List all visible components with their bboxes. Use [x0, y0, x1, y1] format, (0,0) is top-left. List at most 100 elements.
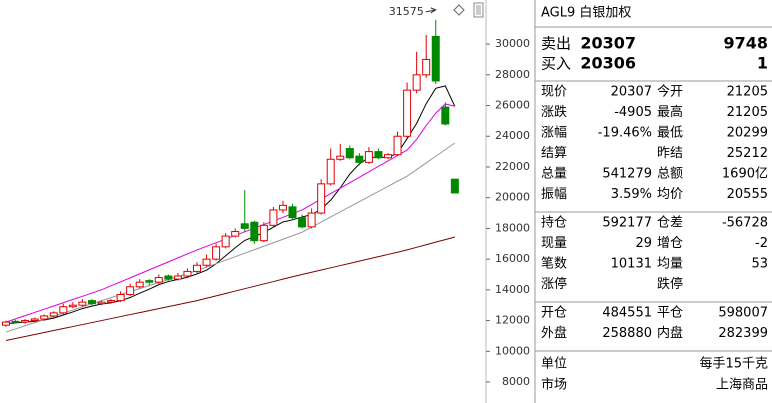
candle-body [336, 155, 345, 160]
stat-label: 现量 [541, 236, 567, 251]
stat-value: 541279 [602, 167, 652, 182]
panel-title: AGL9 白银加权 [541, 5, 631, 21]
moving-average-line [5, 236, 455, 342]
stat-value: 20555 [727, 187, 768, 202]
order-price: 20306 [580, 54, 636, 73]
info-value: 上海商品 [716, 378, 768, 393]
candle-body [116, 293, 125, 302]
stat-label: 跌停 [657, 276, 683, 292]
candle-body [431, 35, 440, 82]
y-tick-label: 14000 [495, 283, 530, 296]
stat-value: 3.59% [611, 187, 652, 202]
toggle-icon[interactable] [473, 2, 484, 18]
candle-body [126, 286, 135, 295]
y-tick-label: 8000 [502, 375, 530, 388]
stat-value: 25212 [727, 146, 768, 161]
candle-body [250, 221, 259, 242]
stat-value: -2 [755, 236, 768, 251]
stat-label: 仓差 [657, 216, 683, 231]
y-tick-label: 12000 [495, 314, 530, 327]
stat-value: 1690亿 [722, 167, 768, 182]
stat-value: 484551 [602, 306, 652, 321]
max-label: 31575 [389, 5, 424, 18]
candle-body [441, 106, 450, 125]
candle-body [355, 155, 364, 163]
candle-body [278, 204, 287, 211]
diamond-icon[interactable] [453, 4, 465, 16]
stat-label: 笔数 [541, 256, 567, 272]
stat-value: -4905 [614, 105, 652, 120]
info-label: 单位 [541, 357, 567, 372]
candle-body [364, 151, 373, 163]
candle-body [49, 312, 58, 317]
y-tick-label: 26000 [495, 99, 530, 112]
candle-body [164, 275, 173, 280]
stat-label: 昨结 [657, 146, 683, 161]
stat-label: 外盘 [541, 325, 567, 341]
stat-label: 总额 [657, 167, 683, 182]
stat-label: 结算 [541, 146, 567, 161]
stat-value: 20299 [727, 126, 768, 141]
moving-average-line [5, 103, 455, 323]
order-label: 卖出 [541, 35, 571, 53]
candle-body [78, 301, 87, 306]
stat-value: 258880 [602, 326, 652, 341]
candle-body [2, 321, 10, 326]
order-price: 20307 [580, 34, 636, 53]
y-tick-label: 28000 [495, 68, 530, 81]
stat-value: -56728 [722, 216, 768, 231]
order-volume: 9748 [723, 34, 768, 53]
candle-body [269, 209, 278, 226]
candle-body [298, 217, 307, 228]
stat-label: 今开 [657, 84, 683, 100]
y-tick-label: 30000 [495, 37, 530, 50]
candle-body [59, 306, 68, 314]
info-label: 市场 [541, 377, 567, 393]
candle-body [183, 270, 192, 277]
stat-label: 最低 [657, 126, 683, 141]
candle-body [450, 178, 459, 194]
y-tick-label: 10000 [495, 344, 530, 357]
info-value: 每手15千克 [699, 356, 768, 372]
candle-body [11, 320, 20, 323]
stat-value: 598007 [718, 306, 768, 321]
candle-body [154, 277, 163, 283]
candle-body [212, 246, 221, 260]
stat-label: 总量 [541, 167, 567, 182]
candle-body [68, 304, 77, 308]
candle-body [384, 154, 392, 159]
stat-label: 均量 [657, 257, 683, 272]
candle-body [403, 89, 412, 137]
stat-value: 592177 [602, 216, 652, 231]
candle-body [317, 183, 326, 214]
moving-average-line [5, 142, 456, 333]
candle-body [87, 300, 96, 305]
stat-label: 开仓 [541, 306, 567, 321]
candle-body [40, 315, 49, 320]
stat-label: 现价 [541, 85, 567, 100]
candle-body [107, 300, 116, 303]
stat-value: -19.46% [598, 126, 652, 141]
stat-label: 持仓 [541, 216, 567, 231]
order-volume: 1 [757, 54, 768, 73]
stat-label: 内盘 [657, 325, 683, 341]
candle-body [202, 258, 211, 266]
candle-body [193, 264, 201, 272]
candle-body [393, 135, 402, 156]
stat-value: 10131 [611, 257, 652, 272]
candle-body [422, 58, 431, 76]
stat-label: 均价 [657, 187, 683, 202]
candle-body [240, 223, 249, 229]
stat-label: 振幅 [541, 187, 567, 202]
candle-body [374, 151, 383, 159]
candle-body [135, 281, 144, 288]
y-tick-label: 20000 [495, 191, 530, 204]
candle-body [231, 230, 240, 237]
stat-label: 最高 [657, 104, 683, 120]
candle-body [30, 318, 39, 322]
candle-body [221, 235, 230, 248]
stat-label: 涨幅 [541, 126, 567, 141]
stat-value: 21205 [727, 105, 768, 120]
y-tick-label: 24000 [495, 129, 530, 142]
